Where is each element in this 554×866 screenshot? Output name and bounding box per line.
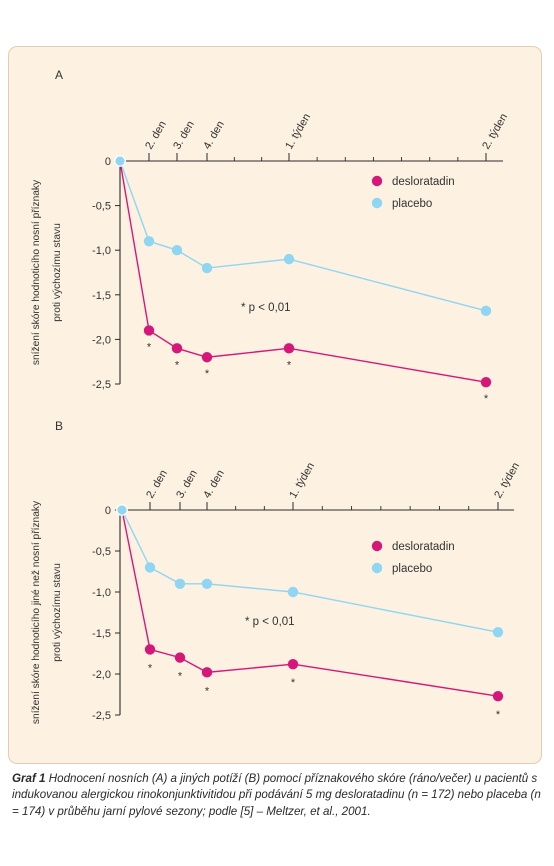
data-point-desloratadin <box>114 155 126 167</box>
y-axis-label: snížení skóre hodnoticího jiné než nosní… <box>31 500 42 724</box>
caption-text: Hodnocení nosních (A) a jiných potíží (B… <box>12 772 541 818</box>
significance-marker: * <box>147 341 152 353</box>
data-point-placebo <box>144 562 156 573</box>
legend-label-desloratadin: desloratadin <box>392 176 455 188</box>
x-tick-label: 2. týden <box>492 461 522 501</box>
legend-label-desloratadin: desloratadin <box>392 541 455 553</box>
data-point-desloratadin <box>283 343 295 354</box>
data-point-placebo <box>287 586 299 598</box>
data-point-desloratadin <box>480 377 492 388</box>
x-tick-label: 1. týden <box>287 461 317 501</box>
y-tick-label: -1,0 <box>92 245 111 257</box>
data-point-placebo <box>201 262 213 274</box>
y-tick-label: 0 <box>105 156 111 168</box>
panel-label: A <box>55 68 63 82</box>
y-tick-label: -0,5 <box>92 201 111 213</box>
x-tick-label: 1. týden <box>283 112 313 152</box>
data-point-desloratadin <box>174 652 186 663</box>
figure-caption: Graf 1 Hodnocení nosních (A) a jiných po… <box>12 771 542 820</box>
x-tick-label: 3. den <box>174 468 200 500</box>
y-axis-label: proti výchozímu stavu <box>52 223 63 322</box>
y-axis-label: snížení skóre hodnoticího nosní příznaky <box>31 179 42 365</box>
panel-label: B <box>55 419 63 433</box>
data-point-placebo <box>492 626 504 638</box>
x-tick-label: 2. den <box>144 468 170 500</box>
significance-marker: * <box>148 662 153 674</box>
significance-marker: * <box>496 709 501 721</box>
series-line-placebo <box>121 509 499 633</box>
significance-marker: * <box>175 359 180 371</box>
y-tick-label: -0,5 <box>92 546 111 558</box>
x-tick-label: 2. týden <box>480 112 510 152</box>
legend-marker-desloratadin <box>371 540 383 552</box>
significance-marker: * <box>484 393 489 405</box>
legend-marker-desloratadin <box>371 175 383 187</box>
y-tick-label: -2,0 <box>92 669 111 681</box>
data-point-placebo <box>143 236 155 247</box>
data-point-desloratadin <box>143 325 155 336</box>
y-axis-label: proti výchozímu stavu <box>52 563 63 662</box>
significance-marker: * <box>287 359 292 371</box>
legend-label-placebo: placebo <box>392 563 432 575</box>
significance-marker: * <box>178 671 183 683</box>
significance-note: * p < 0,01 <box>245 616 295 628</box>
significance-marker: * <box>291 677 296 689</box>
legend-marker-placebo <box>371 562 383 574</box>
data-point-desloratadin <box>144 644 156 655</box>
x-tick-label: 4. den <box>201 468 227 500</box>
y-tick-label: -1,5 <box>92 290 111 302</box>
series-line-placebo <box>119 160 487 312</box>
legend-label-placebo: placebo <box>392 198 432 210</box>
y-tick-label: 0 <box>105 505 111 517</box>
data-point-desloratadin <box>492 690 504 702</box>
caption-label: Graf 1 <box>12 772 46 785</box>
significance-marker: * <box>205 685 210 697</box>
y-tick-label: -1,0 <box>92 587 111 599</box>
y-tick-label: -2,0 <box>92 334 111 346</box>
data-point-placebo <box>174 578 186 589</box>
legend-marker-placebo <box>371 197 383 209</box>
data-point-desloratadin <box>201 352 213 363</box>
series-line-desloratadin <box>119 160 487 383</box>
significance-marker: * <box>205 368 210 380</box>
y-tick-label: -2,5 <box>92 379 111 391</box>
x-tick-label: 2. den <box>143 119 169 151</box>
data-point-placebo <box>283 253 295 265</box>
y-tick-label: -2,5 <box>92 710 111 722</box>
data-point-placebo <box>201 578 213 589</box>
series-line-desloratadin <box>121 509 499 697</box>
data-point-placebo <box>480 305 492 317</box>
data-point-desloratadin <box>287 658 299 670</box>
x-tick-label: 4. den <box>201 119 227 151</box>
data-point-desloratadin <box>201 667 213 678</box>
data-point-desloratadin <box>116 504 128 516</box>
y-tick-label: -1,5 <box>92 628 111 640</box>
significance-note: * p < 0,01 <box>241 302 291 314</box>
data-point-placebo <box>171 245 183 256</box>
x-tick-label: 3. den <box>171 119 197 151</box>
data-point-desloratadin <box>171 343 183 354</box>
